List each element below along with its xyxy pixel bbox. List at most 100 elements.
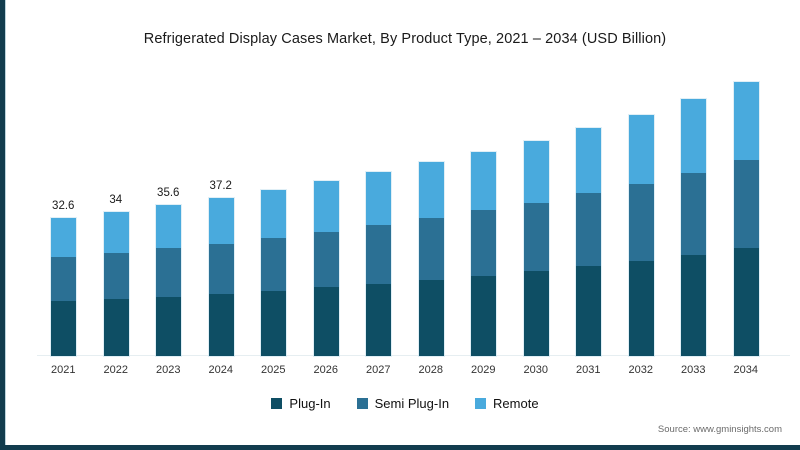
bar-value-label: 32.6 xyxy=(52,199,75,212)
bar-segment-semi-plug-in[interactable] xyxy=(313,231,339,288)
bar-segment-semi-plug-in[interactable] xyxy=(576,193,601,267)
bar-segment-plug-in[interactable] xyxy=(51,300,76,356)
bar-group[interactable] xyxy=(720,70,773,356)
bar-segment-remote[interactable] xyxy=(366,172,391,225)
bar-segment-semi-plug-in[interactable] xyxy=(471,210,496,276)
stacked-bar[interactable] xyxy=(681,99,706,356)
stacked-bar[interactable] xyxy=(103,212,129,356)
x-axis-tick-2027: 2027 xyxy=(366,364,391,376)
bar-segment-plug-in[interactable] xyxy=(156,296,181,356)
bar-segment-semi-plug-in[interactable] xyxy=(733,160,759,248)
x-axis-tick-2030: 2030 xyxy=(523,364,548,376)
x-axis-tick-2025: 2025 xyxy=(261,364,286,376)
bar-segment-semi-plug-in[interactable] xyxy=(681,172,706,255)
bar-segment-remote[interactable] xyxy=(156,205,181,249)
bar-segment-remote[interactable] xyxy=(51,217,76,257)
x-axis-tick-2032: 2032 xyxy=(628,364,653,376)
bar-segment-remote[interactable] xyxy=(418,162,444,218)
x-axis-baseline xyxy=(37,355,790,356)
bar-group[interactable] xyxy=(562,70,615,356)
bar-segment-plug-in[interactable] xyxy=(733,248,759,356)
stacked-bar[interactable] xyxy=(366,172,391,356)
bar-group[interactable] xyxy=(615,70,668,356)
legend-swatch-icon xyxy=(271,398,283,409)
stacked-bar[interactable] xyxy=(261,190,286,356)
bar-value-label: 34 xyxy=(109,194,123,207)
bar-group[interactable] xyxy=(510,70,563,356)
bar-segment-semi-plug-in[interactable] xyxy=(628,184,654,262)
bar-segment-remote[interactable] xyxy=(103,212,129,254)
bar-group[interactable] xyxy=(37,70,90,356)
bar-group[interactable] xyxy=(142,70,195,356)
bar-segment-semi-plug-in[interactable] xyxy=(51,256,76,301)
bar-value-label: 37.2 xyxy=(209,180,232,193)
bar-segment-plug-in[interactable] xyxy=(103,299,129,356)
stacked-bar[interactable] xyxy=(628,115,654,356)
stacked-bar[interactable] xyxy=(51,217,76,356)
stacked-bar[interactable] xyxy=(733,82,759,356)
stacked-bar[interactable] xyxy=(313,181,339,356)
bar-segment-remote[interactable] xyxy=(576,128,601,194)
x-axis-tick-2028: 2028 xyxy=(418,364,443,376)
bar-segment-plug-in[interactable] xyxy=(208,294,234,356)
bar-segment-plug-in[interactable] xyxy=(628,261,654,356)
bar-segment-semi-plug-in[interactable] xyxy=(156,248,181,297)
bar-segment-plug-in[interactable] xyxy=(261,290,286,356)
x-axis-tick-2034: 2034 xyxy=(733,364,758,376)
stacked-bar[interactable] xyxy=(471,151,496,356)
legend-label: Remote xyxy=(493,396,539,411)
bar-segment-plug-in[interactable] xyxy=(418,279,444,356)
bar-segment-plug-in[interactable] xyxy=(471,275,496,356)
legend-item-semi-plug-in[interactable]: Semi Plug-In xyxy=(356,396,450,411)
stacked-bar[interactable] xyxy=(523,141,549,356)
bar-group[interactable] xyxy=(457,70,510,356)
bar-segment-plug-in[interactable] xyxy=(313,287,339,356)
bar-segment-remote[interactable] xyxy=(208,198,234,244)
stacked-bar[interactable] xyxy=(418,162,444,356)
stacked-bar[interactable] xyxy=(208,198,234,356)
plot-area: 32.6 34 35.6 37.2 xyxy=(37,70,790,356)
chart-canvas: Refrigerated Display Cases Market, By Pr… xyxy=(10,0,800,440)
legend-swatch-icon xyxy=(356,398,368,409)
bar-segment-semi-plug-in[interactable] xyxy=(208,243,234,295)
x-axis-tick-2023: 2023 xyxy=(156,364,181,376)
bar-segment-remote[interactable] xyxy=(471,151,496,211)
bar-group[interactable] xyxy=(90,70,143,356)
legend-item-remote[interactable]: Remote xyxy=(475,396,539,411)
bar-segment-remote[interactable] xyxy=(523,141,549,203)
source-note: Source: www.gminsights.com xyxy=(657,424,782,435)
bar-group[interactable] xyxy=(247,70,300,356)
bar-segment-semi-plug-in[interactable] xyxy=(418,217,444,280)
bar-segment-semi-plug-in[interactable] xyxy=(261,237,286,291)
bar-segment-remote[interactable] xyxy=(628,115,654,185)
x-axis-tick-2033: 2033 xyxy=(681,364,706,376)
chart-title: Refrigerated Display Cases Market, By Pr… xyxy=(143,31,667,47)
bar-group[interactable] xyxy=(667,70,720,356)
bar-group[interactable] xyxy=(352,70,405,356)
bar-segment-remote[interactable] xyxy=(733,82,759,161)
x-axis-tick-2024: 2024 xyxy=(208,364,233,376)
legend-label: Plug-In xyxy=(289,396,331,411)
bar-segment-plug-in[interactable] xyxy=(681,254,706,356)
legend-item-plug-in[interactable]: Plug-In xyxy=(271,396,331,411)
bar-segment-remote[interactable] xyxy=(261,190,286,238)
bar-segment-remote[interactable] xyxy=(681,99,706,173)
legend-label: Semi Plug-In xyxy=(374,396,450,411)
x-axis-tick-2022: 2022 xyxy=(103,364,128,376)
bar-segment-plug-in[interactable] xyxy=(366,283,391,356)
stacked-bar[interactable] xyxy=(576,128,601,356)
bar-group[interactable] xyxy=(300,70,353,356)
bar-group[interactable] xyxy=(405,70,458,356)
x-axis-tick-2029: 2029 xyxy=(471,364,496,376)
x-axis-tick-2021: 2021 xyxy=(51,364,76,376)
bar-segment-semi-plug-in[interactable] xyxy=(366,224,391,284)
stacked-bar[interactable] xyxy=(156,205,181,356)
bar-segment-plug-in[interactable] xyxy=(523,271,549,356)
bar-group[interactable] xyxy=(195,70,248,356)
bar-segment-semi-plug-in[interactable] xyxy=(103,253,129,300)
bar-segment-remote[interactable] xyxy=(313,181,339,232)
bar-segment-plug-in[interactable] xyxy=(576,266,601,356)
x-axis-tick-2031: 2031 xyxy=(576,364,601,376)
bar-segment-semi-plug-in[interactable] xyxy=(523,202,549,272)
